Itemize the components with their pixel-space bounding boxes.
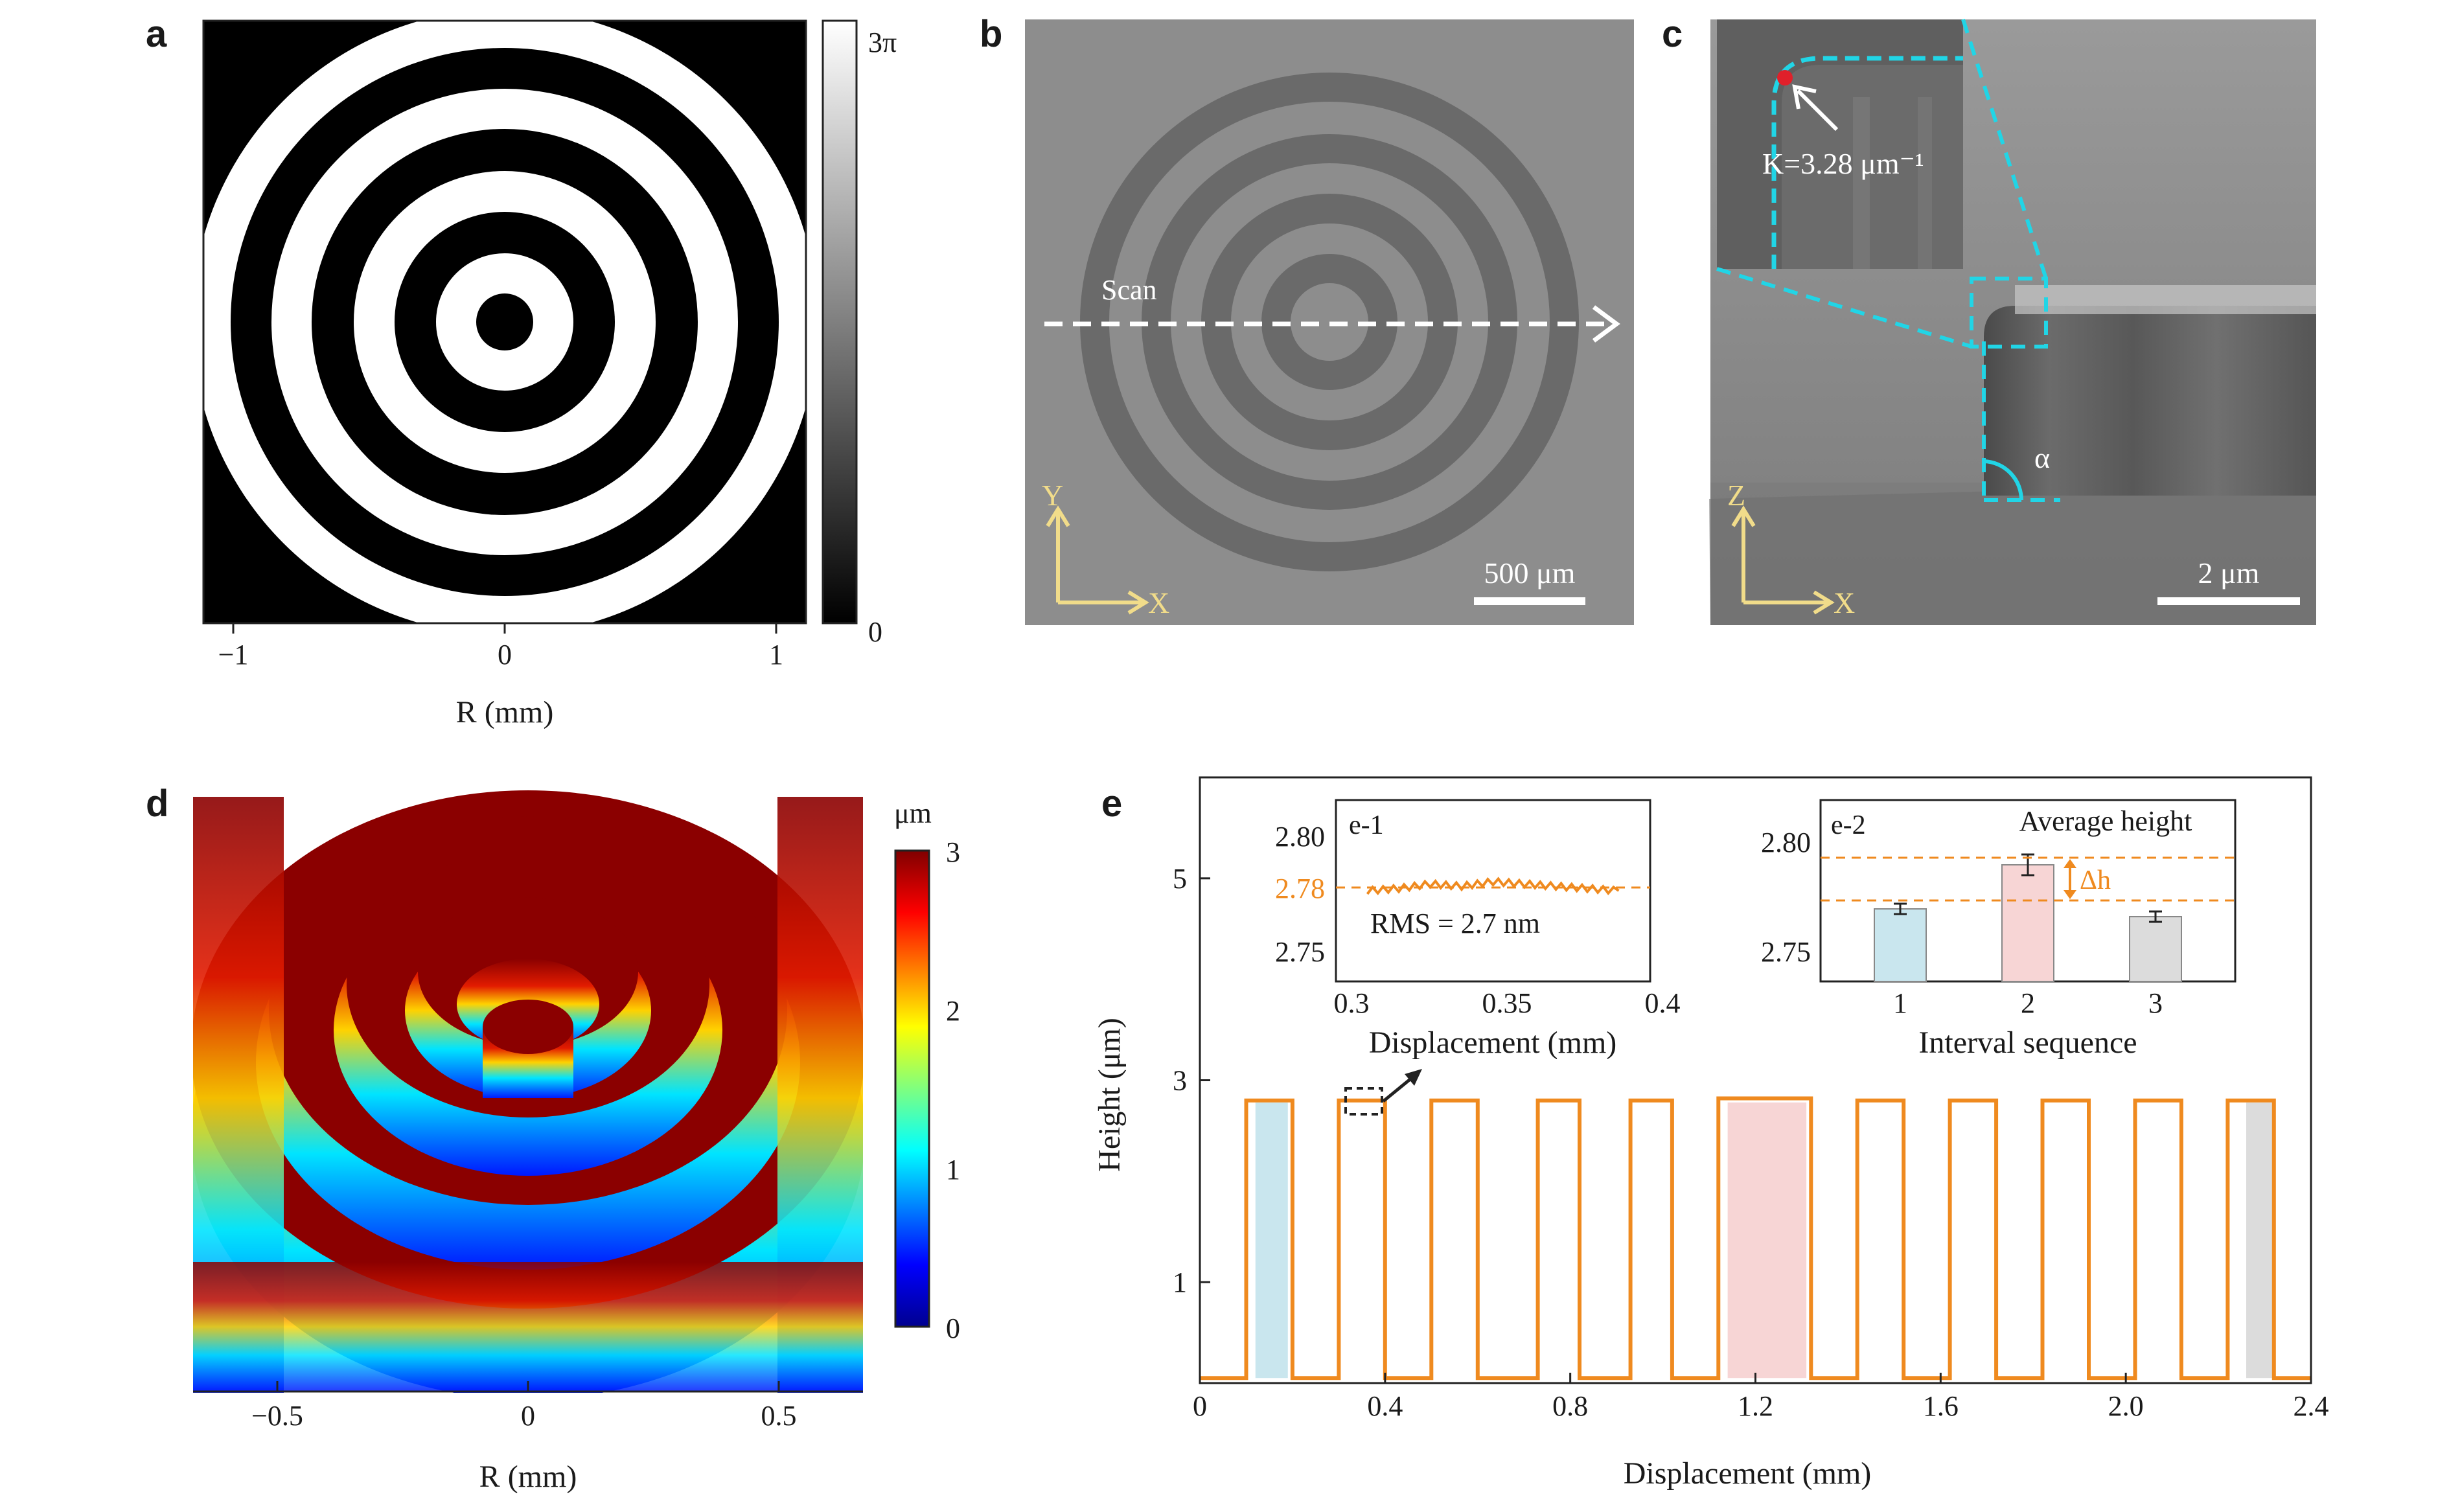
x-tick-label: 1.6 bbox=[1923, 1390, 1959, 1422]
panel-letter-a: a bbox=[146, 13, 167, 55]
interval-band bbox=[1255, 1102, 1288, 1379]
scalebar-b: 500 μm bbox=[1474, 556, 1585, 605]
zoom-region bbox=[1344, 1087, 1383, 1116]
y-tick-label: 5 bbox=[1173, 863, 1187, 895]
tick-label: 2.75 bbox=[1761, 936, 1811, 968]
y-tick-label: 1 bbox=[1173, 1266, 1187, 1298]
x-tick-label: 0 bbox=[1193, 1390, 1207, 1422]
tick-label: −0.5 bbox=[251, 1400, 303, 1432]
zoom-guides bbox=[1716, 19, 2060, 502]
x-tick-label: 0.4 bbox=[1367, 1390, 1403, 1422]
inset-e1: e-1 RMS = 2.7 nm 2.80 2.78 2.75 0.3 0.35… bbox=[1275, 799, 1681, 1060]
angle-arc bbox=[1983, 459, 2023, 501]
scalebar-label: 500 μm bbox=[1484, 556, 1576, 590]
panel-letter-b: b bbox=[980, 13, 1002, 55]
angle-label: α bbox=[2034, 441, 2050, 474]
inset-label: e-2 bbox=[1831, 810, 1866, 840]
colorbar-d: μm 3 2 1 0 bbox=[894, 797, 960, 1344]
curvature-inset: K=3.28 μm⁻¹ bbox=[1717, 19, 1963, 269]
axes-indicator-b: Y X bbox=[1042, 479, 1169, 619]
x-axis-title: R (mm) bbox=[479, 1460, 577, 1494]
x-tick-label: 2.4 bbox=[2294, 1390, 2329, 1422]
bar bbox=[2129, 916, 2182, 982]
x-axis-title: Displacement (mm) bbox=[1624, 1456, 1872, 1491]
height-map-3d bbox=[193, 790, 863, 1393]
colorbar-tick: 0 bbox=[868, 616, 882, 648]
colorbar-unit: μm bbox=[894, 797, 932, 829]
x-axis-d: −0.5 0 0.5 R (mm) bbox=[193, 1381, 863, 1494]
panel-c: c K=3.28 μm⁻¹ α bbox=[1662, 13, 2316, 625]
inset-e2: e-2 Average height Δh 2.80 2.75 1 2 3 In… bbox=[1761, 799, 2236, 1060]
tick-label: 0 bbox=[498, 639, 512, 670]
tick-label: 2.78 bbox=[1275, 873, 1325, 904]
scalebar-c: 2 μm bbox=[2157, 556, 2300, 605]
x-axis-a: −1 0 1 R (mm) bbox=[218, 623, 783, 729]
inset-title: Average height bbox=[2019, 805, 2192, 837]
axis-z-label: Z bbox=[1727, 479, 1745, 512]
axis-y-label: Y bbox=[1042, 479, 1063, 512]
tick-label: 2.80 bbox=[1275, 821, 1325, 853]
interval-bands bbox=[1255, 1102, 2274, 1379]
colorbar-tick: 1 bbox=[946, 1154, 960, 1186]
ridge-block bbox=[1984, 306, 2316, 496]
interval-band bbox=[1727, 1102, 1807, 1379]
phase-ring bbox=[476, 293, 533, 350]
x-axis-e: 0 0.4 0.8 1.2 1.6 2.0 2.4 bbox=[1193, 1373, 2329, 1422]
tick-label: 0.4 bbox=[1645, 987, 1681, 1019]
inset-x-title: Displacement (mm) bbox=[1369, 1025, 1617, 1060]
y-axis-e: 1 3 5 bbox=[1173, 863, 1210, 1298]
curvature-label: K=3.28 μm⁻¹ bbox=[1762, 147, 1924, 180]
axis-x-label: X bbox=[1834, 586, 1855, 619]
tick-label: 3 bbox=[2148, 987, 2163, 1019]
bar bbox=[2001, 864, 2054, 982]
x-tick-label: 2.0 bbox=[2108, 1390, 2144, 1422]
scalebar-label: 2 μm bbox=[2198, 556, 2260, 590]
axis-x-label: X bbox=[1148, 586, 1169, 619]
panel-b: b Scan Y X 500 μm bbox=[980, 13, 1634, 625]
x-axis-title: R (mm) bbox=[456, 695, 554, 729]
tick-label: 0 bbox=[521, 1400, 535, 1432]
panel-e: e 0 0.4 0.8 1.2 1.6 2.0 2.4 1 3 5 Displacement (… bbox=[1092, 776, 2329, 1491]
height-profile-line bbox=[1200, 1096, 2311, 1380]
delta-h-label: Δh bbox=[2080, 865, 2111, 895]
colorbar-a: 3π 0 bbox=[822, 19, 897, 648]
tick-label: 0.3 bbox=[1334, 987, 1370, 1019]
panel-letter-c: c bbox=[1662, 13, 1683, 55]
rms-label: RMS = 2.7 nm bbox=[1370, 908, 1540, 939]
scan-label: Scan bbox=[1101, 274, 1157, 306]
y-axis-title: Height (μm) bbox=[1092, 1018, 1127, 1172]
average-height-bars bbox=[1874, 853, 2182, 982]
x-tick-label: 1.2 bbox=[1738, 1390, 1773, 1422]
tick-label: 2 bbox=[2021, 987, 2035, 1019]
panel-a: a −1 0 1 R (mm) 3π 0 bbox=[146, 13, 897, 729]
inset-roughness-line bbox=[1366, 876, 1620, 895]
tick-label: 1 bbox=[769, 639, 783, 670]
tick-label: 0.35 bbox=[1482, 987, 1532, 1019]
scan-arrow: Scan bbox=[1044, 274, 1620, 343]
bar bbox=[1874, 908, 1927, 982]
panel-d: d −0.5 0 0.5 R (mm) bbox=[146, 783, 960, 1494]
tick-label: 2.75 bbox=[1275, 936, 1325, 968]
curvature-marker bbox=[1777, 70, 1793, 86]
tick-label: 1 bbox=[1893, 987, 1907, 1019]
panel-letter-e: e bbox=[1101, 783, 1122, 825]
x-tick-label: 0.8 bbox=[1552, 1390, 1588, 1422]
inset-x-title: Interval sequence bbox=[1918, 1025, 2137, 1060]
interval-band bbox=[2246, 1102, 2274, 1379]
colorbar-tick: 0 bbox=[946, 1312, 960, 1344]
inset-label: e-1 bbox=[1349, 810, 1384, 840]
colorbar-tick: 2 bbox=[946, 995, 960, 1027]
colorbar-tick: 3 bbox=[946, 836, 960, 868]
tick-label: 0.5 bbox=[761, 1400, 797, 1432]
tick-label: −1 bbox=[218, 639, 249, 670]
colorbar-tick: 3π bbox=[868, 27, 897, 58]
tick-label: 2.80 bbox=[1761, 827, 1811, 858]
axes-indicator-c: Z X bbox=[1727, 479, 1855, 619]
panel-letter-d: d bbox=[146, 783, 168, 825]
phase-rings bbox=[203, 21, 806, 623]
y-tick-label: 3 bbox=[1173, 1065, 1187, 1097]
